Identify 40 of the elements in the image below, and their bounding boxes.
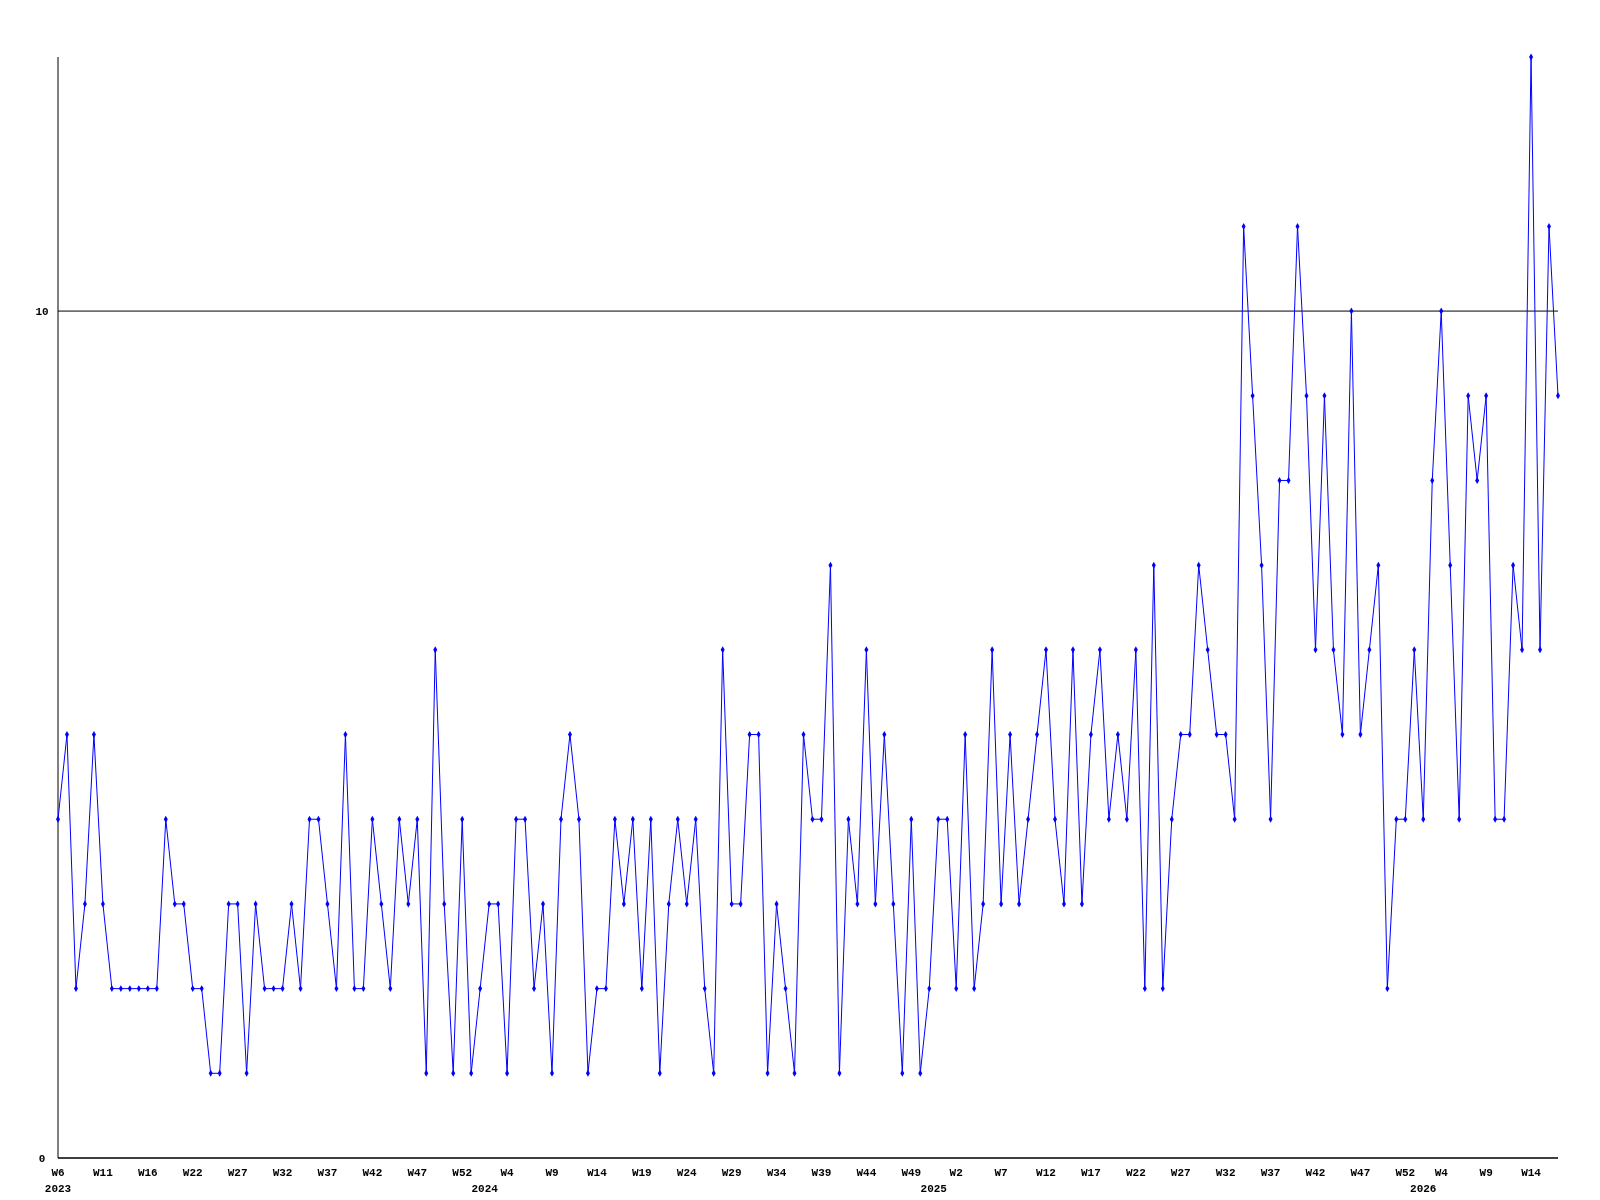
x-tick-label: W2 [949, 1167, 963, 1179]
x-tick-label: W14 [587, 1167, 608, 1179]
x-tick-label: W42 [362, 1167, 383, 1179]
x-tick-label: W24 [676, 1167, 698, 1179]
x-tick-label: W14 [1521, 1167, 1542, 1179]
text: 2023 [44, 1183, 72, 1195]
x-tick-label: W9 [1479, 1167, 1493, 1179]
x-tick-label: W52 [452, 1167, 473, 1179]
y-tick-label: 10 [35, 306, 49, 319]
x-tick-label: W27 [1170, 1167, 1191, 1179]
text: 2024 [471, 1183, 499, 1195]
x-tick-label: W42 [1305, 1167, 1326, 1179]
x-tick-label: W16 [137, 1167, 158, 1179]
x-tick-label: W19 [631, 1167, 652, 1179]
x-tick-label: W4 [500, 1167, 515, 1179]
x-tick-label: W47 [407, 1167, 428, 1179]
x-tick-label: W22 [182, 1167, 203, 1179]
x-tick-label: W37 [1260, 1167, 1281, 1179]
x-tick-label: W6 [51, 1167, 65, 1179]
text: 2026 [1410, 1183, 1437, 1195]
x-tick-label: W44 [856, 1167, 877, 1179]
x-tick-label: W7 [994, 1167, 1008, 1179]
x-tick-label: W12 [1036, 1167, 1056, 1179]
x-tick-label: W29 [721, 1167, 742, 1179]
x-tick-label: W17 [1081, 1167, 1101, 1179]
x-tick-label: W49 [901, 1167, 922, 1179]
x-tick-label: W27 [227, 1167, 248, 1179]
y-tick-label: 0 [38, 1153, 46, 1165]
x-tick-label: W11 [93, 1167, 114, 1179]
x-tick-label: W32 [272, 1167, 293, 1179]
x-tick-label: W39 [811, 1167, 832, 1179]
x-tick-label: W47 [1350, 1167, 1371, 1179]
x-tick-label: W22 [1125, 1167, 1146, 1179]
x-tick-label: W4 [1434, 1167, 1449, 1179]
x-tick-label: W37 [317, 1167, 338, 1179]
text: 2025 [920, 1183, 948, 1195]
x-tick-label: W52 [1395, 1167, 1416, 1179]
x-tick-label: W34 [766, 1167, 787, 1179]
x-tick-label: W9 [545, 1167, 559, 1179]
x-tick-label: W32 [1215, 1167, 1236, 1179]
